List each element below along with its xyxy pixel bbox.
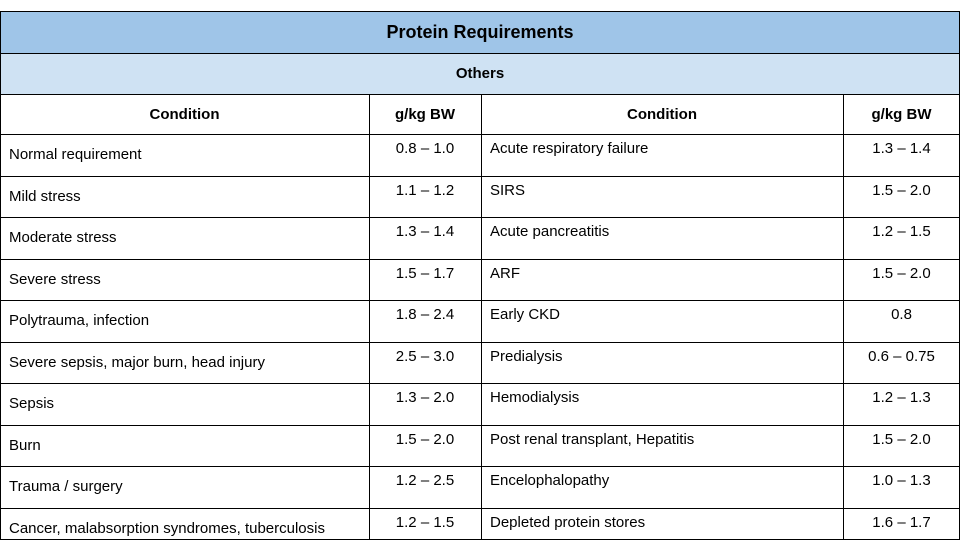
row-condition-right: Hemodialysis — [481, 383, 843, 425]
row-condition-left: Normal requirement — [0, 134, 369, 176]
row-value-right: 1.2 – 1.3 — [843, 383, 960, 425]
row-condition-left: Cancer, malabsorption syndromes, tubercu… — [0, 508, 369, 549]
row-value-left: 1.2 – 1.5 — [369, 508, 481, 549]
row-value-left: 1.2 – 2.5 — [369, 466, 481, 508]
row-condition-left: Burn — [0, 425, 369, 467]
row-value-right: 1.5 – 2.0 — [843, 259, 960, 301]
column-divider — [843, 94, 844, 540]
row-value-left: 2.5 – 3.0 — [369, 342, 481, 384]
row-condition-right: Acute respiratory failure — [481, 134, 843, 176]
row-value-right: 0.8 — [843, 300, 960, 342]
row-condition-left: Mild stress — [0, 176, 369, 218]
row-value-left: 1.8 – 2.4 — [369, 300, 481, 342]
row-condition-left: Polytrauma, infection — [0, 300, 369, 342]
table-divider — [0, 259, 960, 260]
table-divider — [0, 383, 960, 384]
header-condition-right: Condition — [481, 94, 843, 134]
row-value-left: 1.3 – 2.0 — [369, 383, 481, 425]
row-value-right: 1.0 – 1.3 — [843, 466, 960, 508]
table-divider — [0, 466, 960, 467]
column-divider — [481, 94, 482, 540]
row-value-left: 1.5 – 2.0 — [369, 425, 481, 467]
row-condition-right: ARF — [481, 259, 843, 301]
table-divider — [0, 94, 960, 95]
row-condition-right: Encelophalopathy — [481, 466, 843, 508]
row-value-right: 1.5 – 2.0 — [843, 176, 960, 218]
table-divider — [0, 300, 960, 301]
row-value-left: 1.3 – 1.4 — [369, 217, 481, 259]
row-value-right: 0.6 – 0.75 — [843, 342, 960, 384]
table-divider — [0, 217, 960, 218]
table-title: Protein Requirements — [0, 11, 960, 53]
table-divider — [0, 176, 960, 177]
row-condition-right: Post renal transplant, Hepatitis — [481, 425, 843, 467]
row-condition-right: Depleted protein stores — [481, 508, 843, 549]
protein-requirements-table: Protein Requirements Others Condition g/… — [0, 11, 960, 540]
table-divider — [0, 425, 960, 426]
table-divider — [0, 134, 960, 135]
row-value-right: 1.5 – 2.0 — [843, 425, 960, 467]
header-gkg-right: g/kg BW — [843, 94, 960, 134]
row-condition-right: Acute pancreatitis — [481, 217, 843, 259]
row-value-left: 1.5 – 1.7 — [369, 259, 481, 301]
row-condition-right: Predialysis — [481, 342, 843, 384]
row-value-left: 0.8 – 1.0 — [369, 134, 481, 176]
table-divider — [0, 11, 960, 12]
header-gkg-left: g/kg BW — [369, 94, 481, 134]
column-divider — [369, 94, 370, 540]
row-condition-left: Trauma / surgery — [0, 466, 369, 508]
row-condition-left: Severe stress — [0, 259, 369, 301]
table-divider — [0, 53, 960, 54]
column-divider — [0, 11, 1, 540]
row-condition-left: Sepsis — [0, 383, 369, 425]
row-value-right: 1.2 – 1.5 — [843, 217, 960, 259]
header-condition-left: Condition — [0, 94, 369, 134]
row-value-right: 1.6 – 1.7 — [843, 508, 960, 549]
table-divider — [0, 342, 960, 343]
row-condition-left: Moderate stress — [0, 217, 369, 259]
row-condition-left: Severe sepsis, major burn, head injury — [0, 342, 369, 384]
row-value-right: 1.3 – 1.4 — [843, 134, 960, 176]
row-condition-right: SIRS — [481, 176, 843, 218]
row-value-left: 1.1 – 1.2 — [369, 176, 481, 218]
table-subtitle: Others — [0, 53, 960, 94]
table-divider — [0, 508, 960, 509]
row-condition-right: Early CKD — [481, 300, 843, 342]
